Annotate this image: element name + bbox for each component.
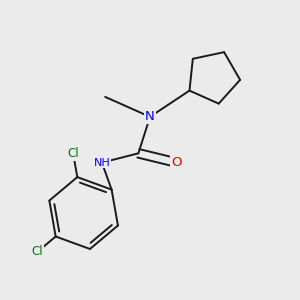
Text: N: N: [145, 110, 155, 123]
Text: Cl: Cl: [32, 245, 43, 258]
Text: Cl: Cl: [67, 147, 79, 160]
Text: O: O: [171, 156, 182, 169]
Text: NH: NH: [94, 158, 110, 168]
